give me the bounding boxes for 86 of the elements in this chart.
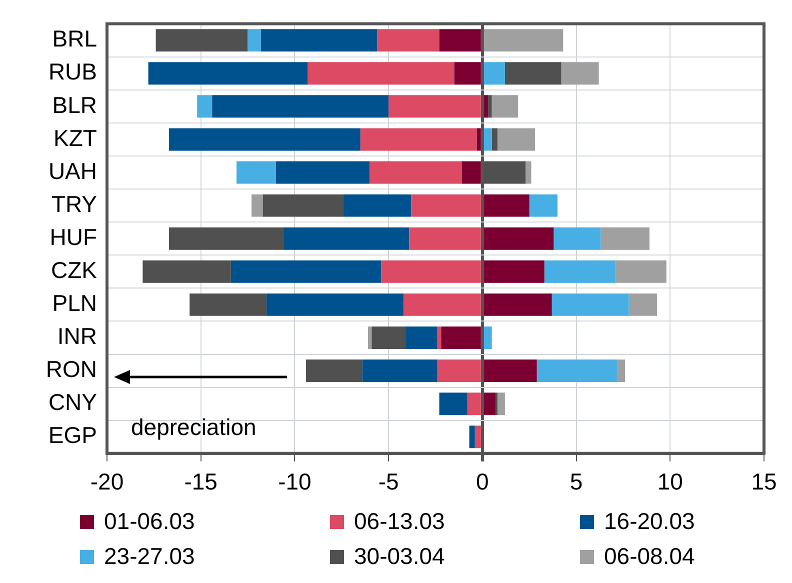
bar	[276, 161, 370, 184]
bar	[168, 227, 284, 250]
bar	[469, 426, 475, 448]
bar	[236, 161, 276, 184]
bar	[484, 227, 554, 250]
bar	[283, 227, 410, 250]
bar	[197, 95, 212, 118]
legend-label: 23-27.03	[104, 543, 195, 570]
bar	[308, 62, 454, 85]
x-tick-label: 15	[751, 468, 777, 495]
bar	[529, 194, 558, 217]
bar	[600, 227, 650, 250]
y-tick-label: RON	[46, 356, 97, 382]
bar	[405, 326, 438, 349]
bar	[484, 392, 496, 416]
bar	[344, 194, 412, 217]
bar	[437, 326, 442, 349]
legend-label: 16-20.03	[604, 508, 695, 535]
y-tick-label: BLR	[52, 92, 97, 118]
bar	[439, 392, 468, 416]
bar	[360, 128, 477, 151]
bar	[142, 260, 231, 283]
bar	[484, 95, 488, 118]
bar	[484, 260, 544, 283]
y-tick-label: EGP	[48, 422, 97, 448]
bar	[484, 360, 537, 382]
bar	[561, 62, 599, 85]
bar	[262, 194, 344, 217]
bar	[362, 360, 438, 382]
y-tick-label: CZK	[51, 256, 98, 283]
bar	[492, 95, 518, 118]
x-tick-label: -15	[184, 468, 218, 495]
bar	[370, 161, 462, 184]
bar	[266, 293, 404, 316]
bar	[492, 128, 498, 151]
bar	[552, 293, 629, 316]
x-tick-label: -20	[90, 468, 124, 495]
bar	[260, 29, 378, 52]
bar	[544, 260, 616, 283]
bar	[484, 29, 564, 52]
bar	[526, 161, 532, 184]
bar	[484, 326, 492, 349]
annotation: depreciation	[131, 414, 256, 440]
bar	[484, 194, 530, 217]
x-tick-label: 10	[657, 468, 683, 495]
bar	[156, 29, 248, 52]
bar	[488, 95, 492, 118]
legend-label: 30-03.04	[354, 543, 445, 570]
y-tick-label: RUB	[48, 58, 97, 85]
bar	[148, 62, 308, 85]
y-tick-label: INR	[57, 323, 97, 350]
legend-label: 06-08.04	[604, 543, 695, 570]
bar	[368, 326, 372, 349]
y-tick-label: CNY	[48, 389, 97, 416]
bar	[372, 326, 406, 349]
bar	[306, 360, 362, 382]
x-tick-label: -5	[378, 468, 399, 495]
x-tick-label: 0	[476, 468, 489, 495]
y-tick-label: TRY	[51, 190, 97, 217]
bar	[616, 260, 666, 283]
bar	[252, 194, 263, 217]
bar	[377, 29, 440, 52]
bar	[497, 392, 505, 416]
bar	[504, 62, 562, 85]
bar	[497, 128, 535, 151]
bar	[190, 293, 267, 316]
bar	[484, 62, 505, 85]
bar	[484, 293, 552, 316]
bar	[536, 360, 618, 382]
bar	[230, 260, 382, 283]
y-tick-label: HUF	[50, 224, 97, 250]
bar	[554, 227, 601, 250]
y-tick-label: BRL	[52, 26, 98, 52]
bar	[248, 29, 261, 52]
bar	[618, 360, 626, 382]
legend-label: 06-13.03	[354, 508, 445, 535]
y-tick-label: KZT	[54, 124, 97, 151]
bar	[212, 95, 389, 118]
x-tick-label: 5	[570, 468, 583, 495]
legend-label: 01-06.03	[104, 508, 195, 535]
bar	[484, 128, 492, 151]
bar	[628, 293, 658, 316]
y-tick-label: PLN	[52, 290, 97, 316]
y-tick-label: UAH	[48, 158, 97, 184]
x-tick-label: -10	[278, 468, 312, 495]
bar	[168, 128, 360, 151]
